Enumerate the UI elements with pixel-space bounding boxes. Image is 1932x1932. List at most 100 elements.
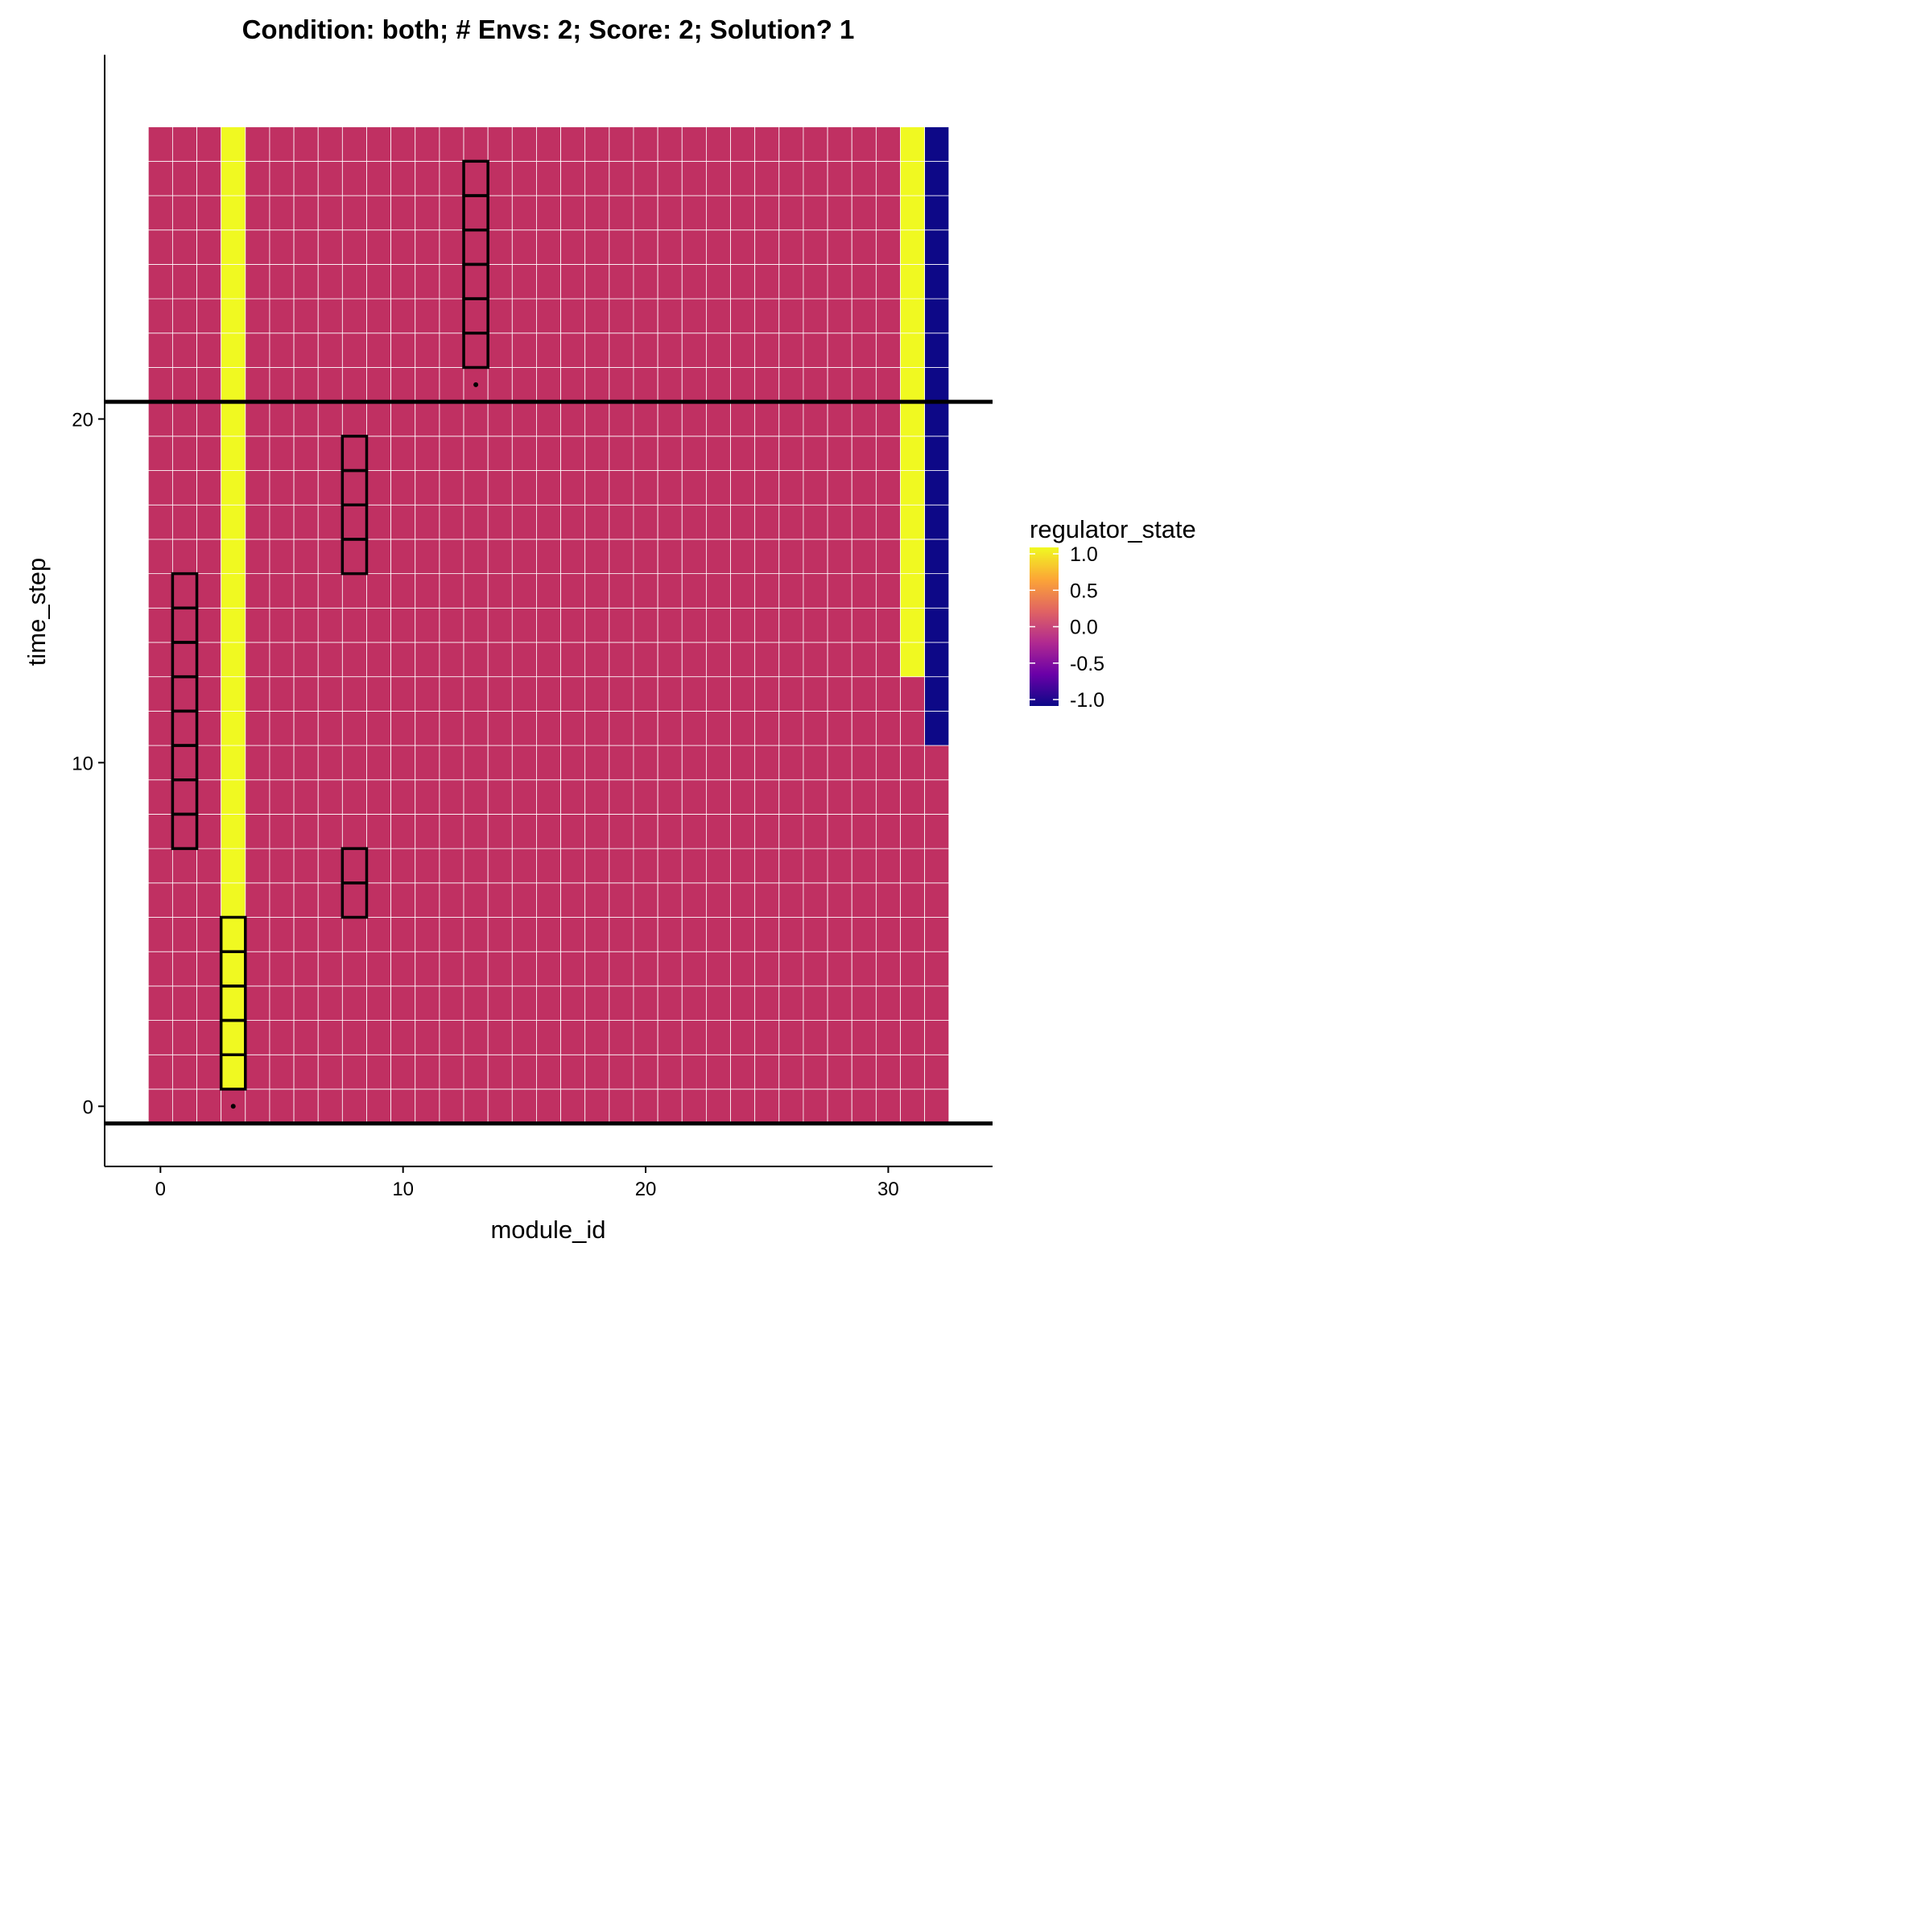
heatmap-cell (511, 264, 537, 299)
heatmap-cell (293, 436, 319, 471)
heatmap-cell (269, 676, 295, 712)
heatmap-cell (609, 710, 634, 746)
heatmap-cell (415, 607, 440, 643)
heatmap-cell (415, 401, 440, 437)
heatmap-cell (875, 1020, 901, 1055)
heatmap-cell (245, 814, 270, 849)
heatmap-cell (633, 917, 658, 952)
heatmap-cell (536, 1088, 561, 1125)
heatmap-cell (511, 401, 537, 437)
heatmap-cell (778, 126, 804, 162)
heatmap-cell (245, 1054, 270, 1090)
heatmap-cell (390, 298, 416, 334)
heatmap-cell (633, 745, 658, 781)
heatmap-cell (390, 814, 416, 849)
heatmap-cell (245, 642, 270, 678)
heatmap-cell (730, 367, 756, 402)
heatmap-cell (463, 1088, 489, 1125)
heatmap-cell (269, 642, 295, 678)
heatmap-cell (317, 676, 343, 712)
heatmap-cell (730, 504, 756, 540)
heatmap-cell (245, 710, 270, 746)
heatmap-cell (147, 332, 173, 368)
heatmap-cell (730, 160, 756, 196)
heatmap-cell (317, 1054, 343, 1090)
heatmap-cell (245, 848, 270, 884)
heatmap-cell (900, 848, 926, 884)
heatmap-cell (560, 504, 586, 540)
heatmap-cell (196, 745, 222, 781)
heatmap-cell (317, 298, 343, 334)
heatmap-cell (221, 607, 246, 643)
heatmap-cell (778, 745, 804, 781)
heatmap-cell (536, 504, 561, 540)
heatmap-cell (681, 882, 707, 918)
axes (104, 55, 993, 1167)
heatmap-cell (341, 298, 367, 334)
heatmap-cell (584, 985, 610, 1021)
heatmap-cell (196, 607, 222, 643)
heatmap-cell (293, 1088, 319, 1125)
x-tick-label: 20 (635, 1179, 657, 1200)
heatmap-cell (221, 951, 246, 987)
heatmap-cell (415, 814, 440, 849)
heatmap-cell (269, 710, 295, 746)
heatmap-cell (390, 882, 416, 918)
heatmap-cell (924, 470, 950, 506)
heatmap-cell (827, 848, 852, 884)
heatmap-cell (463, 126, 489, 162)
heatmap-cell (269, 1088, 295, 1125)
heatmap-cell (536, 917, 561, 952)
heatmap-cell (269, 195, 295, 231)
heatmap-cell (511, 298, 537, 334)
heatmap-cell (221, 436, 246, 471)
heatmap-cell (827, 1020, 852, 1055)
heatmap-cell (730, 779, 756, 815)
heatmap-cell (705, 1020, 731, 1055)
heatmap-cell (463, 951, 489, 987)
heatmap-cell (366, 573, 392, 609)
heatmap-cell (681, 539, 707, 575)
heatmap-cell (560, 917, 586, 952)
heatmap-cell (681, 264, 707, 299)
heatmap-cell (730, 745, 756, 781)
heatmap-cell (705, 607, 731, 643)
heatmap-cell (657, 848, 683, 884)
heatmap-cell (730, 126, 756, 162)
heatmap-cell (221, 676, 246, 712)
heatmap-cell (730, 814, 756, 849)
highlighted-cell (341, 435, 369, 473)
heatmap-cell (511, 1020, 537, 1055)
heatmap-cell (851, 126, 877, 162)
heatmap-cell (366, 298, 392, 334)
heatmap-cell (778, 951, 804, 987)
heatmap-cell (609, 539, 634, 575)
heatmap-cell (341, 779, 367, 815)
heatmap-cell (293, 298, 319, 334)
legend-title: regulator_state (1030, 515, 1196, 543)
heatmap-cell (633, 298, 658, 334)
heatmap-cell (875, 504, 901, 540)
heatmap-cell (439, 436, 464, 471)
heatmap-cell (341, 676, 367, 712)
heatmap-cell (633, 951, 658, 987)
heatmap-cell (269, 1054, 295, 1090)
heatmap-cell (196, 985, 222, 1021)
heatmap-cell (221, 642, 246, 678)
heatmap-cell (171, 539, 197, 575)
heatmap-cell (584, 160, 610, 196)
heatmap-cell (754, 985, 780, 1021)
heatmap-cell (196, 882, 222, 918)
heatmap-cell (924, 1054, 950, 1090)
heatmap-cell (754, 195, 780, 231)
heatmap-cell (415, 745, 440, 781)
heatmap-cell (681, 229, 707, 265)
heatmap-cell (366, 367, 392, 402)
heatmap-cell (875, 951, 901, 987)
chart-title: Condition: both; # Envs: 2; Score: 2; So… (242, 14, 855, 44)
heatmap-cell (221, 401, 246, 437)
heatmap-cell (221, 504, 246, 540)
heatmap-cell (196, 814, 222, 849)
heatmap-cell (778, 160, 804, 196)
heatmap-cell (584, 1020, 610, 1055)
